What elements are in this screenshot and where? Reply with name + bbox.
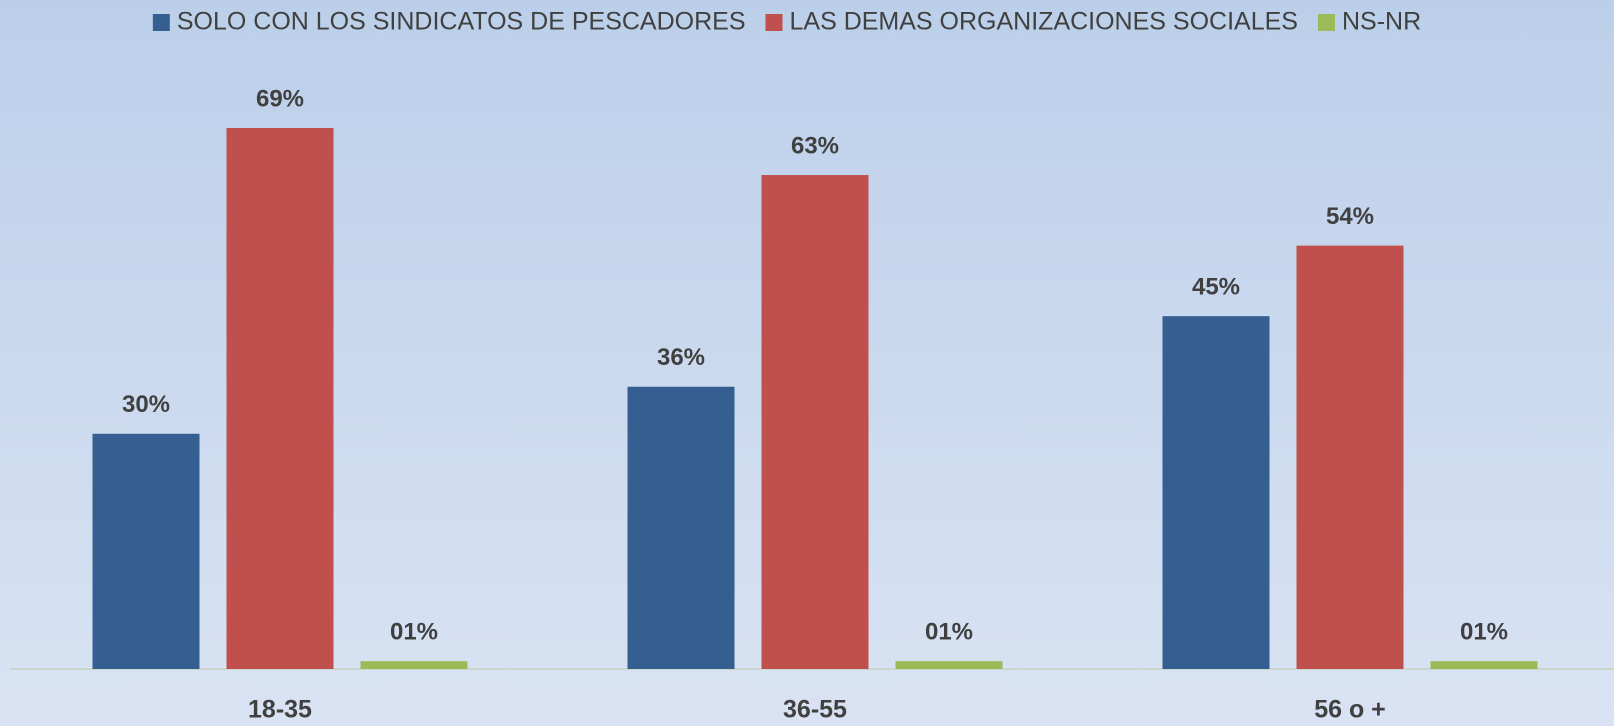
legend-label: NS-NR <box>1342 8 1421 36</box>
bar <box>895 661 1003 669</box>
bar <box>92 433 200 669</box>
bar <box>627 386 735 669</box>
legend-label: SOLO CON LOS SINDICATOS DE PESCADORES <box>177 8 746 36</box>
x-tick-label: 18-35 <box>248 696 312 724</box>
bar <box>1162 316 1270 669</box>
bar <box>1430 661 1538 669</box>
value-label: 36% <box>657 344 705 371</box>
value-label: 30% <box>122 391 170 418</box>
x-tick-label: 36-55 <box>783 696 847 724</box>
legend-swatch <box>152 14 170 31</box>
value-label: 54% <box>1326 203 1374 230</box>
legend-swatch <box>1317 14 1335 31</box>
legend-label: LAS DEMAS ORGANIZACIONES SOCIALES <box>790 8 1298 36</box>
value-label: 01% <box>1460 619 1508 646</box>
value-label: 63% <box>791 132 839 159</box>
bar <box>1296 245 1404 669</box>
value-label: 01% <box>390 619 438 646</box>
value-label: 01% <box>925 619 973 646</box>
bar <box>226 128 334 669</box>
value-label: 69% <box>256 85 304 112</box>
x-tick-label: 56 o + <box>1314 696 1386 724</box>
value-label: 45% <box>1192 274 1240 301</box>
legend-swatch <box>765 14 783 31</box>
bar <box>761 175 869 670</box>
bar <box>360 661 468 669</box>
